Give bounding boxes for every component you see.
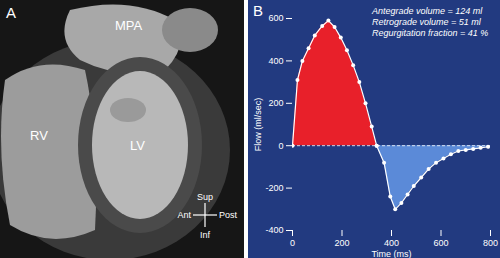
svg-text:MPA: MPA	[115, 18, 143, 33]
svg-text:RV: RV	[30, 128, 48, 143]
svg-text:400: 400	[384, 238, 399, 248]
html-text:Retrograde volume = 51 ml: Retrograde volume = 51 ml	[372, 17, 481, 27]
html-text:B: B	[253, 2, 263, 19]
svg-text:Sup: Sup	[197, 192, 213, 202]
svg-text:600: 600	[433, 238, 448, 248]
svg-text:800: 800	[483, 238, 498, 248]
svg-text:0: 0	[278, 141, 283, 151]
svg-text:Inf: Inf	[200, 230, 211, 240]
svg-text:-200: -200	[265, 183, 283, 193]
svg-text:A: A	[6, 4, 16, 21]
svg-text:0: 0	[290, 238, 295, 248]
svg-text:LV: LV	[130, 138, 145, 153]
svg-text:Time (ms): Time (ms)	[371, 249, 411, 258]
svg-text:Ant: Ant	[177, 210, 191, 220]
svg-text:600: 600	[268, 13, 283, 23]
svg-text:Post: Post	[219, 210, 238, 220]
svg-text:400: 400	[268, 56, 283, 66]
svg-text:200: 200	[334, 238, 349, 248]
svg-text:200: 200	[268, 98, 283, 108]
html-text:Regurgitation fraction = 41 %: Regurgitation fraction = 41 %	[372, 28, 489, 38]
html-text:Antegrade volume = 124 ml: Antegrade volume = 124 ml	[372, 6, 483, 16]
svg-text:-400: -400	[265, 225, 283, 235]
svg-text:Flow (ml/sec): Flow (ml/sec)	[253, 98, 263, 152]
